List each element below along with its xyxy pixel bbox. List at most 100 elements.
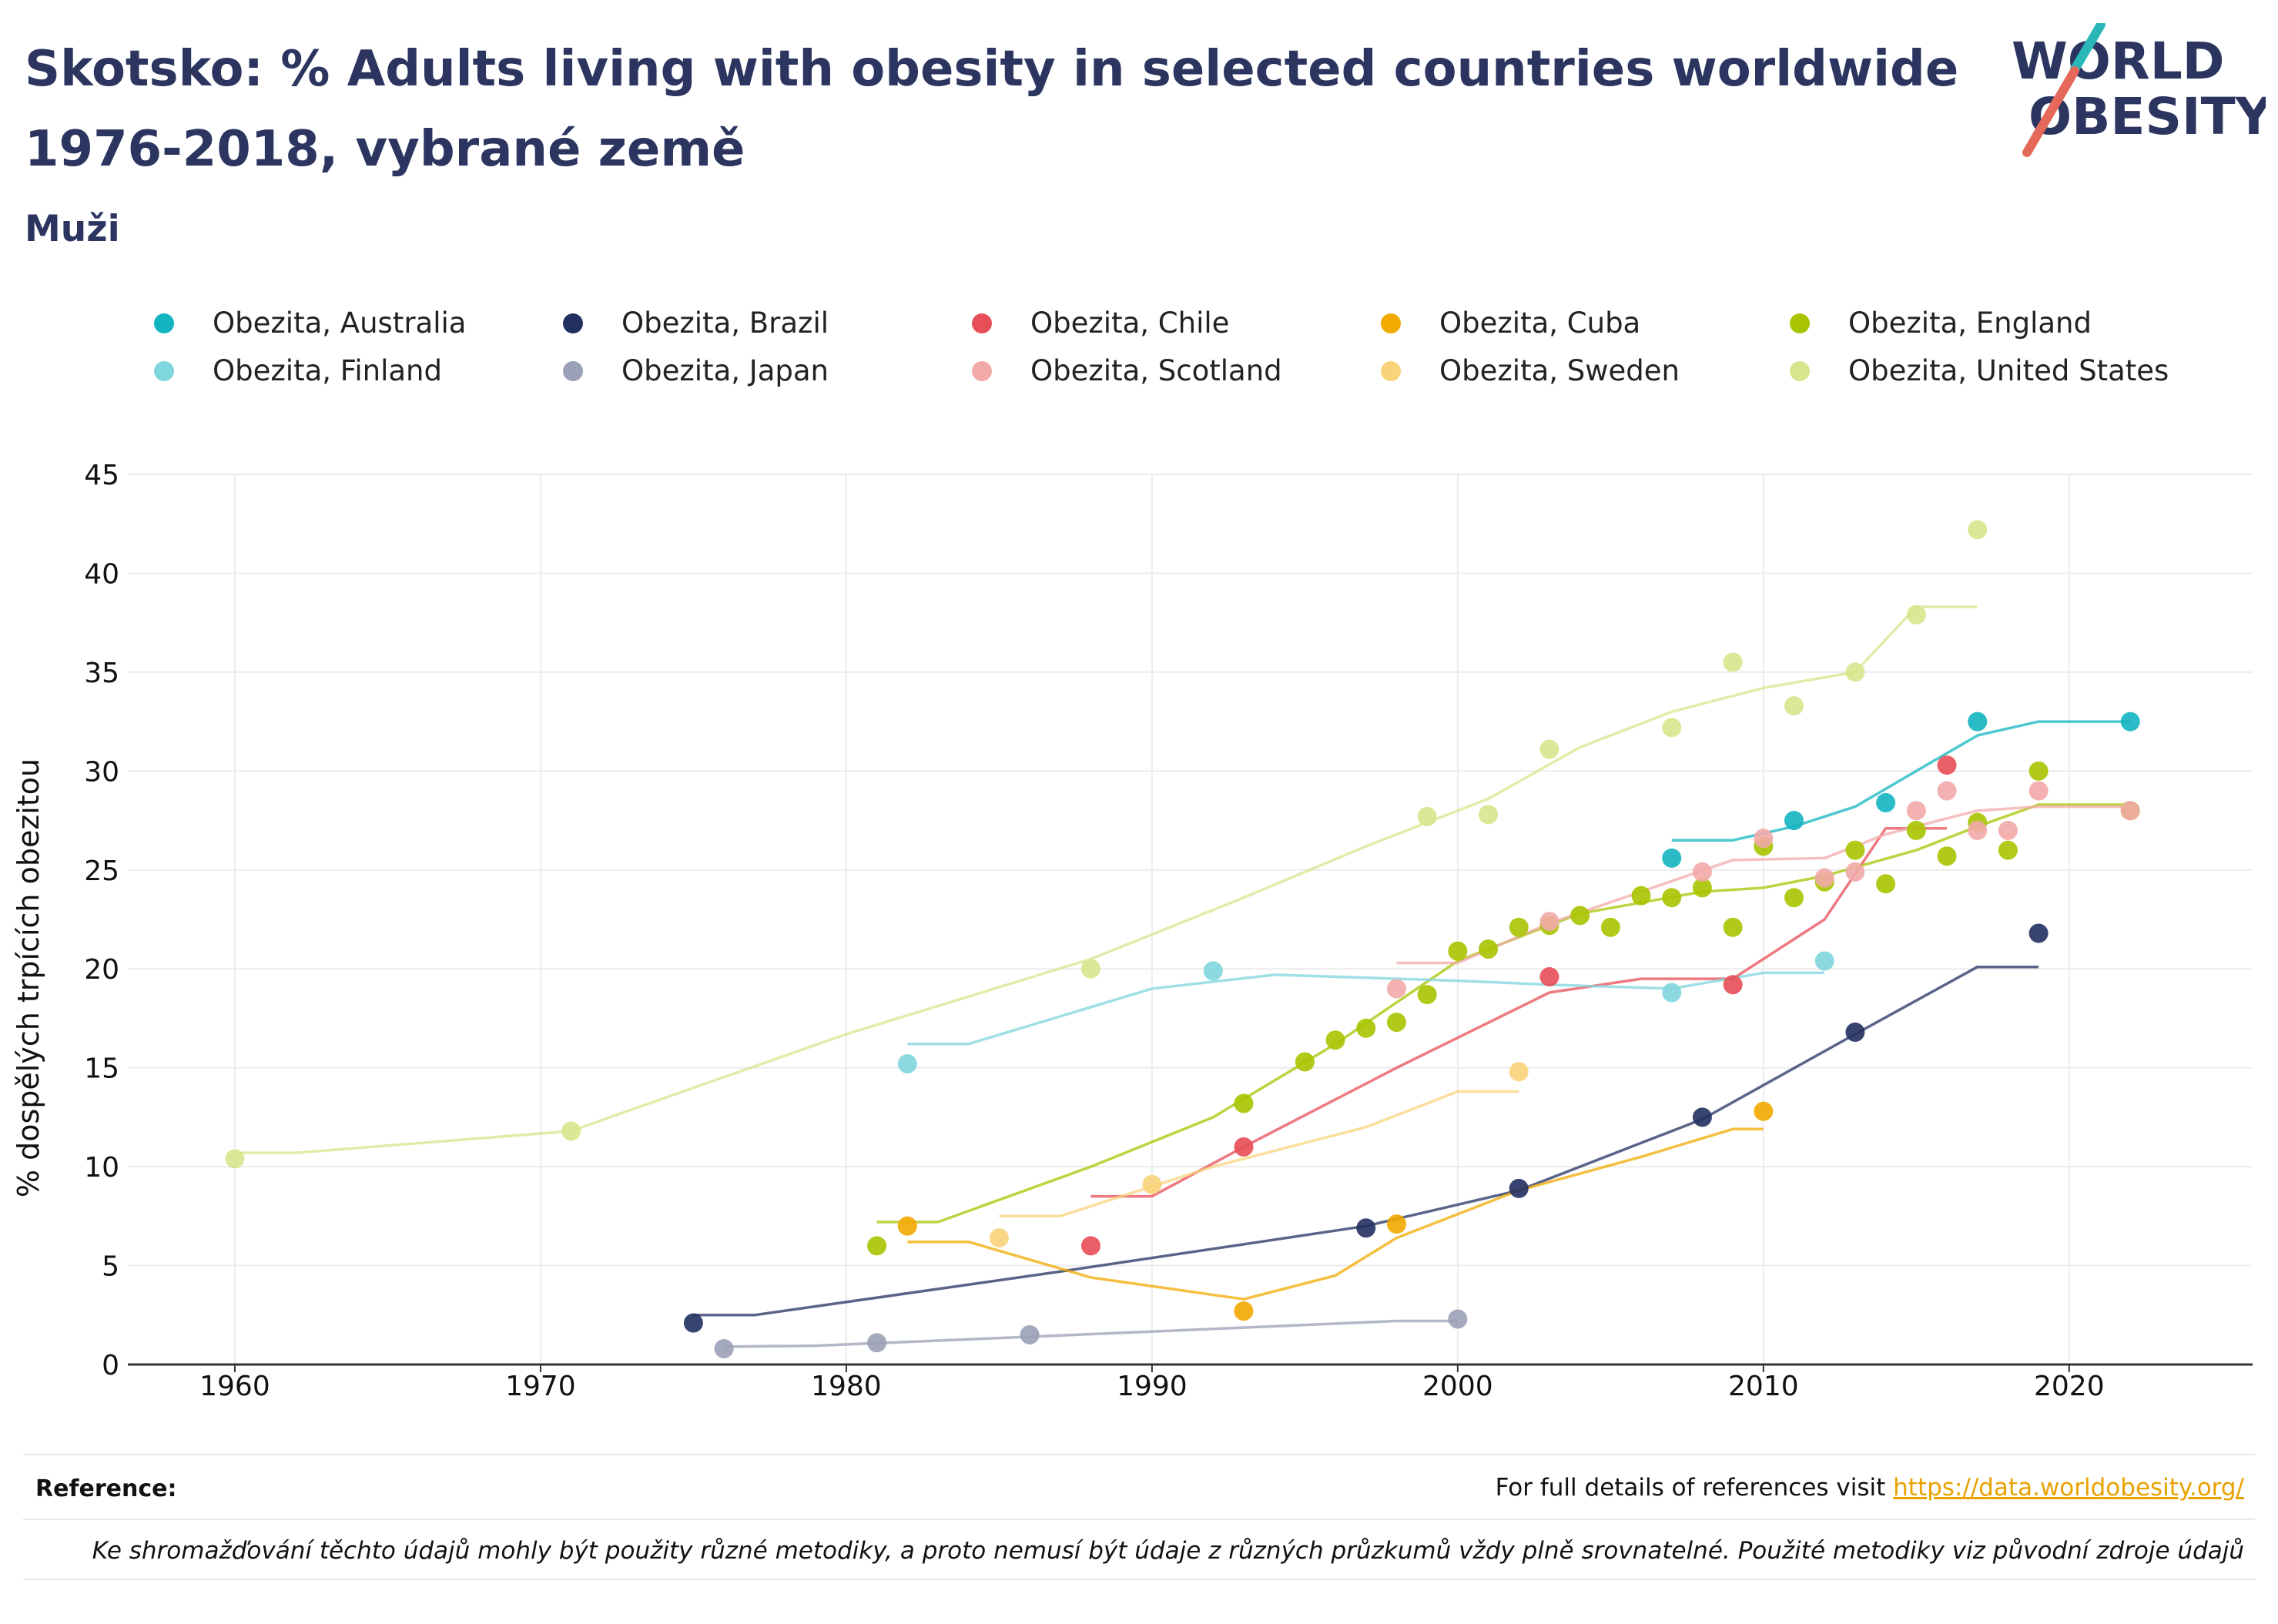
data-point-obezita-brazil: [1356, 1218, 1376, 1238]
x-tick-label: 1960: [199, 1371, 270, 1402]
data-point-obezita-england: [1692, 878, 1712, 898]
data-point-obezita-united-states: [561, 1121, 581, 1141]
legend-marker: [563, 360, 583, 381]
data-point-obezita-australia: [1784, 811, 1804, 831]
data-point-obezita-brazil: [683, 1313, 703, 1333]
y-tick-label: 15: [84, 1053, 119, 1085]
y-axis-label: % dospělých trpících obezitou: [12, 758, 45, 1198]
data-point-obezita-scotland: [1968, 820, 1988, 840]
data-point-obezita-chile: [1723, 975, 1743, 995]
reference-text: For full details of references visit htt…: [1496, 1474, 2244, 1502]
legend-marker: [563, 313, 583, 333]
data-point-obezita-united-states: [1845, 662, 1865, 682]
data-point-obezita-scotland: [1998, 820, 2018, 840]
y-tick-label: 5: [102, 1251, 119, 1283]
data-point-obezita-brazil: [1845, 1022, 1865, 1042]
legend-item[interactable]: Obezita, Scotland: [972, 354, 1282, 387]
data-point-obezita-finland: [1203, 961, 1223, 981]
footer-divider-middle: [23, 1519, 2255, 1520]
logo-line-world: WORLD: [2012, 32, 2225, 91]
chart-area: 0 5 10 15 20 25 30 35 40 45 1960 1970 1980 1990 2000 20…: [84, 460, 2253, 1402]
data-point-obezita-sweden: [989, 1228, 1009, 1248]
reference-link[interactable]: https://data.worldobesity.org/: [1893, 1474, 2244, 1502]
data-point-obezita-australia: [2120, 712, 2140, 732]
data-point-obezita-cuba: [897, 1216, 917, 1236]
footer-divider-bottom: [23, 1579, 2255, 1580]
x-tick-label: 2020: [2034, 1371, 2105, 1402]
chart-points: [225, 520, 2140, 1358]
data-point-obezita-england: [1356, 1018, 1376, 1038]
methodology-footnote: Ke shromažďování těchto údajů mohly být …: [92, 1537, 2244, 1565]
data-point-obezita-england: [1479, 939, 1499, 959]
legend-marker: [1790, 313, 1810, 333]
x-tick-label: 1970: [505, 1371, 576, 1402]
data-point-obezita-australia: [1968, 712, 1988, 732]
data-point-obezita-england: [1631, 886, 1651, 906]
data-point-obezita-scotland: [1539, 912, 1559, 932]
data-point-obezita-england: [1906, 820, 1926, 840]
data-point-obezita-sweden: [1142, 1174, 1162, 1194]
legend-label: Obezita, Chile: [1030, 306, 1230, 340]
legend-item[interactable]: Obezita, Sweden: [1381, 354, 1680, 387]
world-obesity-logo: WORLD OBESITY: [2012, 23, 2266, 157]
y-tick-label: 30: [84, 756, 119, 788]
y-tick-label: 25: [84, 856, 119, 887]
data-point-obezita-scotland: [1906, 801, 1926, 821]
data-point-obezita-brazil: [1692, 1107, 1712, 1127]
y-tick-label: 10: [84, 1152, 119, 1184]
data-point-obezita-united-states: [1968, 520, 1988, 540]
trend-line-obezita-england: [876, 803, 2131, 1224]
data-point-obezita-chile: [1539, 966, 1559, 986]
legend-label: Obezita, Japan: [621, 354, 829, 387]
data-point-obezita-japan: [1448, 1309, 1468, 1329]
trend-line-obezita-japan: [724, 1319, 1458, 1348]
data-point-obezita-scotland: [2120, 801, 2140, 821]
y-tick-label: 20: [84, 954, 119, 986]
legend-item[interactable]: Obezita, Cuba: [1381, 306, 1640, 340]
data-point-obezita-finland: [1814, 951, 1834, 971]
data-point-obezita-england: [1845, 840, 1865, 860]
legend-marker: [1790, 360, 1810, 381]
logo-slash-teal: [2070, 23, 2105, 74]
legend-item[interactable]: Obezita, Japan: [563, 354, 829, 387]
data-point-obezita-england: [867, 1236, 887, 1256]
legend-item[interactable]: Obezita, England: [1790, 306, 2092, 340]
reference-label: Reference:: [35, 1475, 177, 1502]
trend-line-obezita-australia: [1671, 720, 2131, 842]
legend-item[interactable]: Obezita, Chile: [972, 306, 1229, 340]
chart-axes: 0 5 10 15 20 25 30 35 40 45 1960 1970 1980 1990 2000 20…: [84, 460, 2253, 1402]
y-tick-label: 45: [84, 460, 119, 491]
trend-line-obezita-scotland: [1396, 805, 2131, 965]
legend-item[interactable]: Obezita, Australia: [154, 306, 466, 340]
legend-marker: [154, 313, 174, 333]
data-point-obezita-chile: [1234, 1137, 1254, 1157]
data-point-obezita-scotland: [1754, 829, 1774, 849]
data-point-obezita-united-states: [225, 1149, 245, 1169]
legend-marker: [972, 313, 992, 333]
legend-marker: [1381, 360, 1401, 381]
logo-line-obesity: OBESITY: [2028, 87, 2266, 146]
data-point-obezita-japan: [1020, 1324, 1040, 1344]
data-point-obezita-brazil: [1509, 1178, 1529, 1198]
data-point-obezita-england: [1723, 917, 1743, 937]
data-point-obezita-united-states: [1662, 718, 1682, 738]
data-point-obezita-sweden: [1509, 1062, 1529, 1082]
footer-divider-top: [23, 1454, 2255, 1455]
y-tick-label: 35: [84, 658, 119, 689]
legend-item[interactable]: Obezita, Finland: [154, 354, 442, 387]
data-point-obezita-finland: [1662, 983, 1682, 1003]
data-point-obezita-england: [1662, 888, 1682, 908]
reference-prefix: For full details of references visit: [1495, 1474, 1894, 1502]
data-point-obezita-england: [1448, 941, 1468, 961]
data-point-obezita-cuba: [1386, 1214, 1406, 1234]
legend-item[interactable]: Obezita, United States: [1790, 354, 2169, 387]
data-point-obezita-cuba: [1754, 1101, 1774, 1121]
legend-item[interactable]: Obezita, Brazil: [563, 306, 829, 340]
trend-line-obezita-sweden: [999, 1090, 1519, 1218]
legend-label: Obezita, Scotland: [1030, 354, 1282, 387]
data-point-obezita-united-states: [1417, 806, 1437, 826]
data-point-obezita-japan: [714, 1338, 734, 1358]
legend-label: Obezita, Australia: [213, 306, 467, 340]
legend-marker: [972, 360, 992, 381]
data-point-obezita-england: [1937, 846, 1957, 866]
